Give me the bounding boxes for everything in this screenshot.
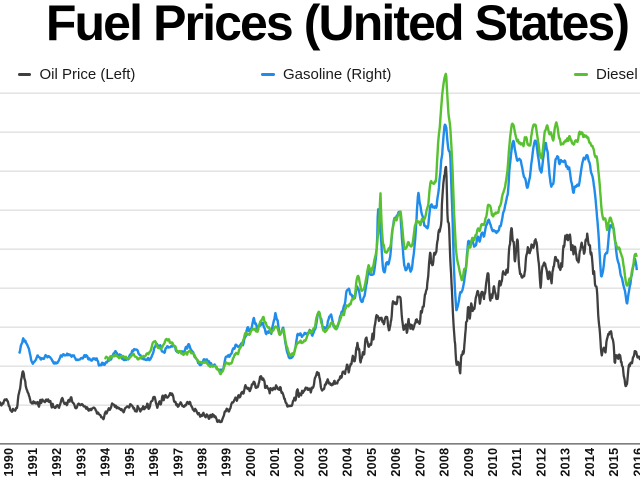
svg-text:1999: 1999 (220, 448, 234, 477)
svg-text:1990: 1990 (2, 448, 16, 477)
svg-text:2009: 2009 (462, 448, 476, 477)
svg-text:1996: 1996 (147, 448, 161, 477)
svg-text:2006: 2006 (389, 448, 403, 477)
svg-text:2016: 2016 (631, 448, 640, 477)
svg-text:1991: 1991 (26, 448, 40, 477)
svg-text:2015: 2015 (607, 448, 621, 477)
svg-text:2000: 2000 (244, 448, 258, 477)
svg-text:2007: 2007 (413, 448, 427, 477)
svg-text:1992: 1992 (50, 448, 64, 477)
svg-text:2010: 2010 (486, 448, 500, 477)
svg-text:2008: 2008 (438, 448, 452, 477)
svg-text:2013: 2013 (559, 448, 573, 477)
svg-text:2003: 2003 (317, 448, 331, 477)
svg-text:2001: 2001 (268, 448, 282, 477)
svg-text:1997: 1997 (171, 448, 185, 477)
svg-text:2005: 2005 (365, 448, 379, 477)
svg-text:2004: 2004 (341, 448, 355, 477)
svg-text:1993: 1993 (74, 448, 88, 477)
svg-text:2002: 2002 (292, 448, 306, 477)
svg-text:2012: 2012 (534, 448, 548, 477)
svg-text:1995: 1995 (123, 448, 137, 477)
svg-text:1994: 1994 (99, 448, 113, 477)
svg-text:2014: 2014 (583, 448, 597, 477)
svg-text:2011: 2011 (510, 448, 524, 476)
svg-text:1998: 1998 (196, 448, 210, 477)
